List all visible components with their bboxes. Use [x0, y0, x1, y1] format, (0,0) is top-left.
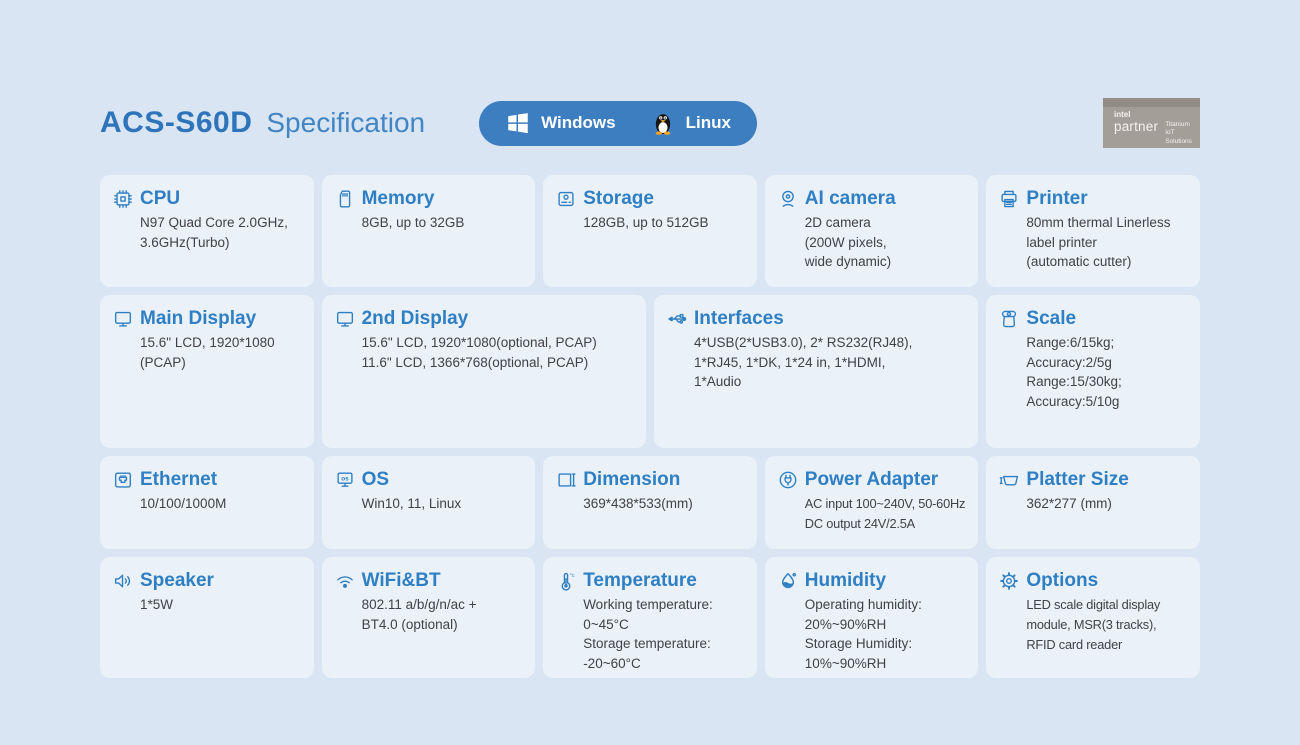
card-ethernet: Ethernet 10/100/1000M: [100, 456, 314, 549]
page-subtitle: Specification: [266, 107, 426, 138]
card-body: AC input 100~240V, 50-60Hz DC output 24V…: [804, 496, 966, 531]
card-interfaces: Interfaces 4*USB(2*USB3.0), 2* RS232(RJ4…: [654, 295, 979, 448]
badge-tier-text: Titanium IoT Solutions: [1165, 121, 1192, 145]
card-title: Humidity: [804, 570, 887, 591]
card-body: 2D camera (200W pixels, wide dynamic): [804, 215, 892, 270]
card-title: 2nd Display: [361, 308, 469, 329]
card-body: 128GB, up to 512GB: [583, 215, 709, 230]
card-options: Options LED scale digital display module…: [986, 557, 1200, 678]
card-title: Printer: [1026, 188, 1088, 209]
storage-drive-icon: [555, 188, 577, 210]
svg-text:os: os: [341, 475, 349, 482]
product-name: ACS-S60D: [100, 106, 253, 139]
dimension-icon: [555, 469, 577, 491]
monitor-icon: [334, 308, 356, 330]
card-printer: Printer 80mm thermal Linerless label pri…: [986, 175, 1200, 287]
card-body: 8GB, up to 32GB: [361, 215, 465, 230]
partner-text: partner: [1114, 119, 1159, 134]
card-power-adapter: Power Adapter AC input 100~240V, 50-60Hz…: [764, 456, 979, 549]
card-title: WiFi&BT: [361, 570, 441, 591]
card-body: 10/100/1000M: [140, 496, 227, 511]
card-title: Options: [1026, 570, 1099, 591]
cpu-icon: [112, 188, 134, 210]
power-plug-icon: [777, 469, 799, 491]
card-title: Power Adapter: [804, 469, 939, 490]
card-scale: Scale Range:6/15kg; Accuracy:2/5g Range:…: [986, 295, 1200, 448]
linux-label: Linux: [685, 113, 731, 132]
card-platter-size: Platter Size 362*277 (mm): [986, 456, 1200, 549]
card-cpu: CPU N97 Quad Core 2.0GHz, 3.6GHz(Turbo): [100, 175, 314, 287]
card-body: LED scale digital display module, MSR(3 …: [1026, 597, 1161, 652]
memory-card-icon: [334, 188, 356, 210]
card-title: Main Display: [140, 308, 257, 329]
card-title: Storage: [583, 188, 654, 209]
camera-icon: [777, 188, 799, 210]
monitor-icon: [112, 308, 134, 330]
speaker-icon: [112, 570, 134, 592]
card-title: AI camera: [804, 188, 896, 209]
card-body: 1*5W: [140, 597, 174, 612]
card-temperature: °c Temperature Working temperature: 0~45…: [543, 557, 757, 678]
intel-logo-text: intel: [1114, 110, 1131, 119]
card-title: Platter Size: [1026, 469, 1129, 490]
svg-text:°c: °c: [570, 573, 575, 579]
thermometer-icon: °c: [555, 570, 577, 592]
card-main-display: Main Display 15.6" LCD, 1920*1080 (PCAP): [100, 295, 314, 448]
windows-logo-icon: [505, 110, 531, 136]
page-header: ACS-S60D Specification Windows Linux: [100, 98, 1200, 148]
card-body: Working temperature: 0~45°C Storage temp…: [583, 597, 713, 671]
card-title: Interfaces: [694, 308, 784, 329]
card-body: 15.6" LCD, 1920*1080(optional, PCAP) 11.…: [361, 335, 597, 370]
card-title: CPU: [140, 188, 181, 209]
card-wifi-bt: WiFi&BT 802.11 a/b/g/n/ac + BT4.0 (optio…: [321, 557, 536, 678]
card-os: os OS Win10, 11, Linux: [321, 456, 536, 549]
tux-penguin-icon: [650, 110, 676, 136]
platter-icon: [998, 469, 1020, 491]
card-memory: Memory 8GB, up to 32GB: [321, 175, 536, 287]
badge-top-band: [1103, 98, 1200, 107]
card-title: Ethernet: [140, 469, 218, 490]
card-humidity: Humidity Operating humidity: 20%~90%RH S…: [764, 557, 979, 678]
printer-icon: [998, 188, 1020, 210]
card-title: Memory: [361, 188, 435, 209]
card-speaker: Speaker 1*5W: [100, 557, 314, 678]
os-support-pill: Windows Linux: [479, 100, 757, 146]
card-body: 15.6" LCD, 1920*1080 (PCAP): [140, 335, 275, 370]
usb-icon: [666, 308, 688, 330]
droplet-icon: [777, 570, 799, 592]
card-title: Temperature: [583, 570, 697, 591]
page-title: ACS-S60D Specification: [100, 106, 425, 140]
card-dimension: Dimension 369*438*533(mm): [543, 456, 757, 549]
wifi-icon: [334, 570, 356, 592]
card-body: 362*277 (mm): [1026, 496, 1112, 511]
card-body: N97 Quad Core 2.0GHz, 3.6GHz(Turbo): [140, 215, 288, 250]
card-title: Speaker: [140, 570, 214, 591]
card-body: 80mm thermal Linerless label printer (au…: [1026, 215, 1171, 270]
badge-brand-block: intel partner: [1114, 110, 1158, 146]
os-monitor-icon: os: [334, 469, 356, 491]
gear-icon: [998, 570, 1020, 592]
card-body: Range:6/15kg; Accuracy:2/5g Range:15/30k…: [1026, 335, 1122, 409]
card-2nd-display: 2nd Display 15.6" LCD, 1920*1080(optiona…: [321, 295, 646, 448]
spec-grid: CPU N97 Quad Core 2.0GHz, 3.6GHz(Turbo) …: [100, 175, 1200, 678]
card-body: 4*USB(2*USB3.0), 2* RS232(RJ48), 1*RJ45,…: [694, 335, 913, 390]
card-title: Dimension: [583, 469, 681, 490]
ethernet-port-icon: [112, 469, 134, 491]
card-body: 369*438*533(mm): [583, 496, 693, 511]
windows-label: Windows: [541, 113, 616, 132]
card-body: Win10, 11, Linux: [361, 496, 462, 511]
card-storage: Storage 128GB, up to 512GB: [543, 175, 757, 287]
card-title: OS: [361, 469, 390, 490]
card-body: Operating humidity: 20%~90%RH Storage Hu…: [804, 597, 922, 671]
card-ai-camera: AI camera 2D camera (200W pixels, wide d…: [764, 175, 979, 287]
scale-icon: [998, 308, 1020, 330]
card-body: 802.11 a/b/g/n/ac + BT4.0 (optional): [361, 597, 477, 632]
card-title: Scale: [1026, 308, 1077, 329]
intel-partner-badge: intel partner Titanium IoT Solutions: [1103, 98, 1200, 148]
